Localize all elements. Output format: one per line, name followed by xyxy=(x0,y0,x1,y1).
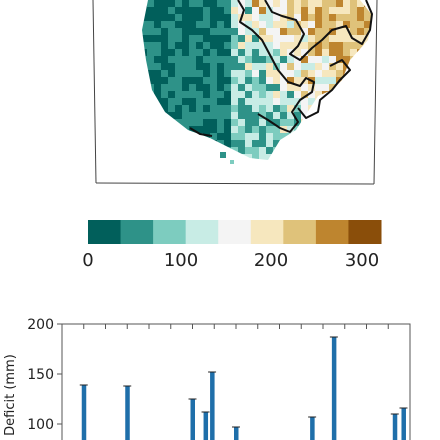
colorbar-segment xyxy=(315,220,349,244)
colorbar-ticks: 0 100 200 300 xyxy=(82,250,379,271)
plot-top-ticks xyxy=(61,324,411,329)
map-frame-left xyxy=(92,0,97,184)
bar xyxy=(331,337,337,440)
map-panel xyxy=(92,0,378,185)
colorbar-tick-label: 200 xyxy=(254,250,288,271)
y-tick-label: 200 xyxy=(27,317,54,333)
y-axis: 100 150 200 xyxy=(27,317,62,433)
colorbar-segment xyxy=(153,220,187,244)
y-tick-label: 150 xyxy=(27,367,54,383)
bar xyxy=(203,412,209,440)
bar xyxy=(81,385,87,440)
y-tick-label: 100 xyxy=(27,417,54,433)
colorbar-segment xyxy=(250,220,284,244)
bar xyxy=(401,408,406,440)
bar xyxy=(210,372,215,440)
colorbar xyxy=(88,220,382,244)
bar xyxy=(392,414,398,440)
map-frame-bottom xyxy=(95,182,375,185)
bars xyxy=(79,336,408,440)
plot-frame xyxy=(61,323,411,440)
colorbar-segment xyxy=(88,220,122,244)
map-island-2 xyxy=(230,160,234,164)
bar xyxy=(125,386,130,440)
colorbar-segment xyxy=(185,220,219,244)
colorbar-tick-label: 0 xyxy=(82,250,93,271)
colorbar-segment xyxy=(218,220,252,244)
map-outline xyxy=(189,0,373,137)
colorbar-segment xyxy=(283,220,317,244)
map-island-1 xyxy=(220,152,226,158)
colorbar-segment xyxy=(120,220,154,244)
colorbar-tick-label: 100 xyxy=(164,250,198,271)
bar xyxy=(190,399,195,440)
y-axis-label: Deficit (mm) xyxy=(3,354,18,436)
colorbar-segment xyxy=(348,220,382,244)
colorbar-tick-label: 300 xyxy=(345,250,379,271)
bar-chart: 100 150 200 Deficit (mm) xyxy=(3,317,411,440)
bar xyxy=(234,427,239,440)
map-land xyxy=(142,0,372,160)
bar xyxy=(310,417,315,440)
map-frame-right xyxy=(373,0,378,185)
